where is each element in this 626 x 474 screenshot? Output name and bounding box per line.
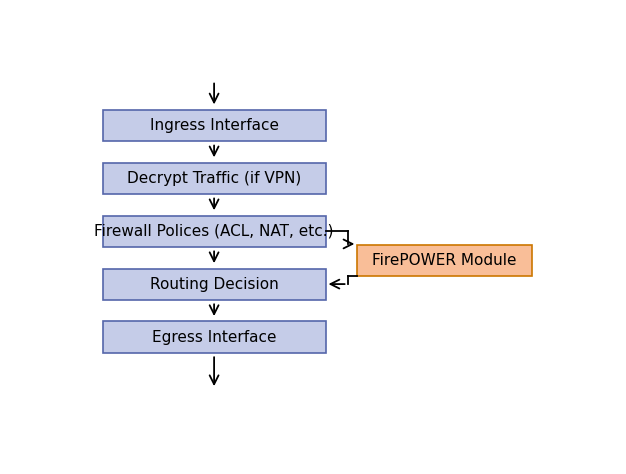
FancyBboxPatch shape bbox=[103, 269, 326, 300]
Text: Decrypt Traffic (if VPN): Decrypt Traffic (if VPN) bbox=[127, 171, 301, 186]
FancyBboxPatch shape bbox=[103, 321, 326, 353]
FancyBboxPatch shape bbox=[357, 245, 532, 276]
Text: Egress Interface: Egress Interface bbox=[152, 329, 276, 345]
Text: Ingress Interface: Ingress Interface bbox=[150, 118, 279, 133]
Text: Routing Decision: Routing Decision bbox=[150, 277, 279, 292]
FancyBboxPatch shape bbox=[103, 163, 326, 194]
FancyBboxPatch shape bbox=[103, 110, 326, 141]
Text: FirePOWER Module: FirePOWER Module bbox=[372, 253, 517, 268]
FancyBboxPatch shape bbox=[103, 216, 326, 246]
Text: Firewall Polices (ACL, NAT, etc.): Firewall Polices (ACL, NAT, etc.) bbox=[95, 224, 334, 238]
